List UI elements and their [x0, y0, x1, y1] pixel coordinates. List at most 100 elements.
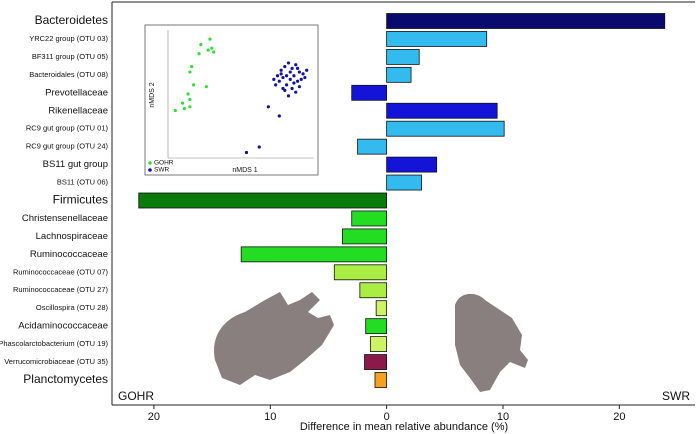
category-label: Phascolarctobacterium (OTU 19): [0, 339, 108, 348]
x-tick-label: 20: [613, 411, 625, 423]
point: [303, 75, 307, 80]
point: [281, 86, 285, 91]
category-label: Lachnospiraceae: [36, 231, 108, 242]
point: [204, 85, 208, 89]
x-tick-label: 10: [497, 411, 509, 423]
point: [274, 83, 278, 87]
category-label: BF311 group (OTU 05): [32, 52, 109, 61]
x-axis-label: Difference in mean relative abundance (%…: [300, 421, 508, 433]
bar: [359, 282, 388, 299]
point: [294, 63, 298, 67]
inset-frame: [144, 24, 319, 176]
bar: [386, 31, 488, 47]
point: [279, 72, 283, 76]
category-label: Firmicutes: [53, 193, 108, 207]
bar: [351, 84, 388, 101]
point: [277, 114, 281, 118]
bar: [374, 372, 388, 388]
point: [295, 79, 300, 83]
point: [281, 75, 285, 80]
category-label: YRC22 group (OTU 03): [29, 34, 108, 43]
legend-swatch: [148, 161, 152, 165]
rhino-gohr: [214, 292, 334, 385]
point: [188, 97, 192, 102]
point: [288, 77, 292, 81]
point: [286, 61, 291, 65]
bar: [369, 336, 388, 353]
point: [290, 86, 294, 91]
point: [285, 83, 289, 87]
bar: [351, 210, 388, 227]
point: [299, 77, 303, 81]
legend-swatch: [148, 168, 152, 172]
bar: [342, 228, 388, 245]
point: [297, 70, 301, 74]
point: [275, 74, 280, 78]
point: [305, 68, 309, 72]
point: [208, 37, 212, 41]
x-tick-label: 10: [264, 411, 276, 423]
point: [212, 50, 216, 54]
bar: [386, 102, 498, 119]
category-label: Prevotellaceae: [45, 87, 108, 98]
x-tick-label: 0: [384, 411, 390, 423]
bar: [386, 49, 420, 65]
bar: [138, 192, 388, 209]
point: [191, 83, 196, 87]
point: [206, 48, 210, 52]
category-label: Bacteroidales (OTU 08): [29, 70, 108, 79]
category-label: Acidaminococcaceae: [18, 321, 108, 332]
category-label: Christensenellaceae: [22, 213, 108, 224]
point: [210, 46, 214, 50]
point: [188, 70, 192, 74]
bar: [333, 264, 388, 281]
category-label: BS11 (OTU 06): [57, 178, 109, 187]
point: [244, 150, 249, 155]
category-label: BS11 gut group: [43, 159, 108, 170]
bar: [357, 138, 388, 155]
bar: [240, 246, 388, 263]
bar: [386, 156, 438, 173]
category-label: RC9 gut group (OTU 24): [26, 142, 109, 151]
legend-label: GOHR: [154, 160, 174, 167]
bar: [375, 300, 388, 317]
rhino-swr: [455, 293, 528, 392]
bar: [386, 13, 666, 29]
point: [182, 107, 187, 111]
point: [272, 77, 276, 81]
point: [286, 94, 291, 98]
category-label: Bacteroidetes: [35, 13, 108, 27]
bar: [386, 174, 422, 191]
category-label: Ruminococcaceae (OTU 27): [13, 285, 109, 294]
point: [173, 108, 177, 113]
category-label: RC9 gut group (OTU 01): [26, 124, 109, 133]
point: [294, 90, 298, 94]
point: [288, 70, 292, 74]
category-label: Ruminococcaceae (OTU 07): [13, 267, 109, 276]
bar: [365, 318, 388, 335]
point: [292, 81, 296, 85]
point: [186, 92, 190, 96]
category-label: Ruminococcaceae: [30, 249, 108, 260]
inset-y-label: nMDS 2: [149, 82, 156, 107]
point: [181, 101, 185, 105]
point: [266, 105, 270, 109]
point: [290, 66, 294, 70]
legend-label: SWR: [154, 167, 169, 174]
point: [279, 68, 283, 72]
point: [285, 74, 289, 78]
point: [197, 52, 201, 56]
bar: [386, 120, 505, 137]
bar: [386, 66, 412, 83]
point: [292, 74, 296, 78]
category-label: Verrucomicrobiaceae (OTU 35): [4, 357, 108, 366]
category-label: Rikenellaceae: [48, 105, 108, 116]
point: [297, 85, 301, 89]
category-label: Planctomycetes: [23, 372, 108, 386]
point: [277, 79, 281, 83]
inset-x-label: nMDS 1: [232, 167, 257, 174]
point: [295, 66, 300, 70]
x-tick-label: 20: [148, 411, 160, 423]
category-label: Oscillospira (OTU 28): [36, 303, 109, 312]
